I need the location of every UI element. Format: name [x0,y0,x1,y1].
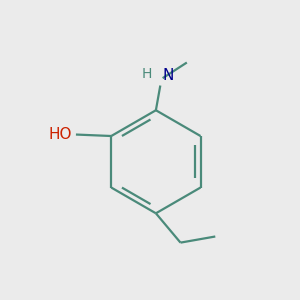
Text: H: H [142,67,152,81]
Text: HO: HO [48,127,71,142]
Text: N: N [163,68,174,83]
